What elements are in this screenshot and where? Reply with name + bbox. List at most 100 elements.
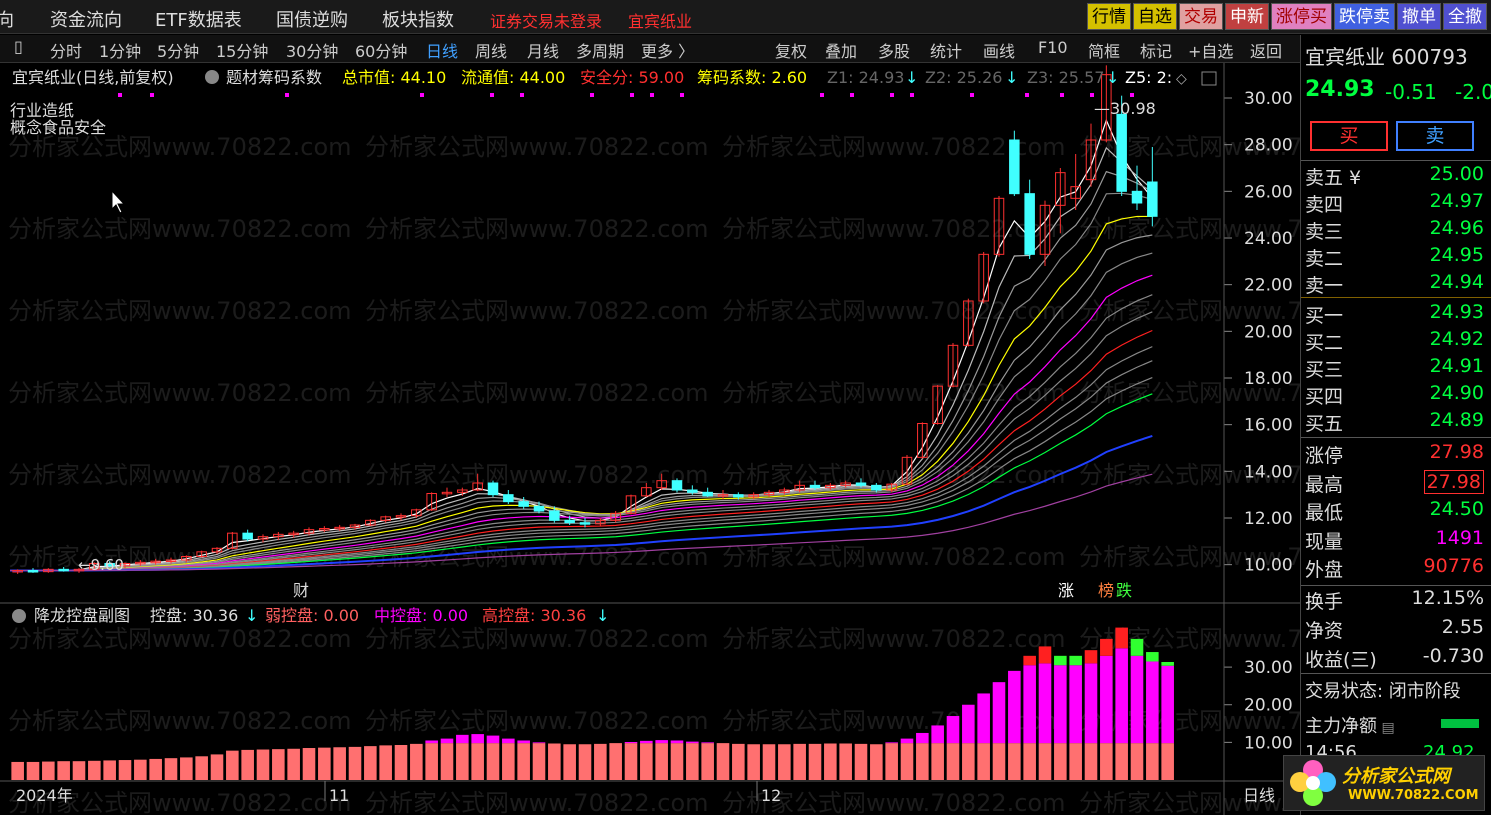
- top-button-6[interactable]: 撤单: [1397, 3, 1441, 30]
- layout-icon[interactable]: ▯: [14, 37, 23, 56]
- diamond-icon[interactable]: ◇: [1176, 71, 1187, 87]
- tool-mark[interactable]: 标记: [1140, 42, 1173, 61]
- ask-row-1-value: 24.97: [1429, 190, 1484, 212]
- candle-body: [411, 509, 422, 517]
- candle-body: [43, 568, 54, 573]
- header-dots: [118, 93, 1134, 97]
- period-tab-30min[interactable]: 30分钟: [286, 42, 339, 61]
- z3-value: Z3: 25.57: [1027, 68, 1104, 87]
- price-tick-label: 28.00: [1244, 136, 1293, 156]
- stat2-row-0: 换手 12.15%: [1305, 587, 1488, 614]
- limit-up-marker[interactable]: 涨: [1058, 581, 1074, 600]
- top-button-3[interactable]: 申新: [1225, 3, 1269, 30]
- ma-line: [10, 146, 1153, 572]
- candle-body: [380, 516, 391, 521]
- z2-arrow-icon: ↓: [1005, 68, 1018, 87]
- control-bar-base: [916, 743, 929, 780]
- tool-restore-rights[interactable]: 复权: [775, 42, 808, 61]
- candle-body: [671, 480, 683, 491]
- watermark-text: 分析家公式网www.70822.com: [1079, 789, 1300, 815]
- finance-marker[interactable]: 财: [293, 581, 309, 600]
- logo-url: WWW.70822.COM: [1348, 788, 1479, 803]
- sub-axis: 10.00 20.00 30.00: [1224, 658, 1293, 753]
- menu-item-sector-index[interactable]: 板块指数: [382, 10, 454, 31]
- control-bar-upper: [640, 740, 653, 744]
- bid-row-2-value: 24.91: [1429, 355, 1484, 377]
- tool-draw-line[interactable]: 画线: [983, 42, 1016, 61]
- maximize-icon[interactable]: [1201, 71, 1217, 86]
- period-tab-more[interactable]: 更多 〉: [641, 42, 695, 61]
- top-button-1[interactable]: 自选: [1133, 3, 1177, 30]
- menu-item-fund-flow[interactable]: 资金流向: [50, 10, 122, 31]
- period-tab-weekly[interactable]: 周线: [475, 42, 508, 61]
- top-button-7[interactable]: 全撤: [1443, 3, 1487, 30]
- period-tab-5min[interactable]: 5分钟: [157, 42, 200, 61]
- indicator-dropdown-icon[interactable]: [205, 70, 219, 84]
- candle-body: [273, 533, 284, 538]
- top-button-4[interactable]: 涨停买: [1271, 3, 1332, 30]
- ask-row-3: 卖二 24.95: [1305, 244, 1488, 271]
- top-button-5[interactable]: 跌停卖: [1334, 3, 1395, 30]
- tool-statistics[interactable]: 统计: [930, 42, 963, 61]
- candle-body: [73, 568, 85, 572]
- candle-body: [288, 532, 299, 536]
- quote-pct: -2.0: [1455, 80, 1491, 104]
- tool-simple-frame[interactable]: 简框: [1088, 42, 1121, 61]
- bid-row-2-label: 买三: [1305, 359, 1344, 381]
- control-bar-fall: [1069, 655, 1082, 666]
- panel-divider: [1301, 160, 1491, 161]
- price-tick-label: 10.00: [1244, 556, 1293, 576]
- period-tab-60min[interactable]: 60分钟: [355, 42, 408, 61]
- period-toolbar: ▯ 分时 1分钟 5分钟 15分钟 30分钟 60分钟 日线 周线 月线 多周期…: [0, 35, 1300, 63]
- header-dot: [850, 93, 854, 97]
- billboard-marker[interactable]: 榜: [1098, 581, 1114, 600]
- sell-button[interactable]: 卖: [1396, 121, 1474, 151]
- period-tab-monthly[interactable]: 月线: [527, 42, 560, 61]
- sub-indicator-dropdown-icon[interactable]: [12, 609, 26, 623]
- indicator-name[interactable]: 题材筹码系数: [226, 68, 322, 87]
- tool-add-watchlist[interactable]: +自选: [1188, 42, 1234, 61]
- menu-item-repo[interactable]: 国债逆购: [276, 10, 348, 31]
- period-tab-timeshare[interactable]: 分时: [50, 42, 83, 61]
- watermark-text: 分析家公式网www.70822.com: [8, 707, 352, 735]
- tool-back[interactable]: 返回: [1250, 42, 1283, 61]
- period-tab-multi[interactable]: 多周期: [576, 42, 625, 61]
- top-button-2[interactable]: 交易: [1179, 3, 1223, 30]
- menu-item-etf[interactable]: ETF数据表: [155, 10, 242, 31]
- watermark-text: 分析家公式网www.70822.com: [722, 379, 1066, 407]
- candle-body: [181, 556, 192, 561]
- candle-body: [242, 532, 253, 540]
- buy-button[interactable]: 买: [1310, 121, 1388, 151]
- candle-body: [135, 561, 146, 565]
- candle-body: [748, 494, 759, 498]
- stat2-row-1-value: 2.55: [1441, 616, 1484, 638]
- watermark-text: 分析家公式网www.70822.com: [722, 133, 1066, 161]
- login-warning[interactable]: 证券交易未登录: [490, 12, 603, 31]
- control-bar-base: [88, 760, 101, 780]
- control-bar-base: [578, 744, 592, 780]
- control-bar-base: [425, 743, 438, 780]
- control-bar-base: [180, 757, 193, 780]
- period-tab-15min[interactable]: 15分钟: [216, 42, 269, 61]
- tool-overlay[interactable]: 叠加: [825, 42, 858, 61]
- control-bar-base: [701, 743, 714, 780]
- period-tab-1min[interactable]: 1分钟: [99, 42, 142, 61]
- control-bar-base: [670, 743, 684, 780]
- tool-f10[interactable]: F10: [1038, 38, 1068, 57]
- limit-down-marker[interactable]: 跌: [1116, 581, 1132, 600]
- period-tab-daily[interactable]: 日线: [426, 42, 459, 61]
- control-bar-upper: [931, 725, 944, 744]
- control-bar-base: [287, 748, 300, 780]
- control-bar-base: [11, 761, 24, 780]
- top-button-0[interactable]: 行情: [1087, 3, 1131, 30]
- control-bar-base: [333, 747, 346, 780]
- control-bar-base: [348, 746, 362, 780]
- candle-body: [211, 547, 223, 553]
- control-bar-base: [1008, 743, 1021, 780]
- tool-multi-stock[interactable]: 多股: [878, 42, 911, 61]
- menu-item-flow[interactable]: 向: [0, 10, 14, 31]
- candle-body: [150, 560, 161, 564]
- sub-indicator-name[interactable]: 降龙控盘副图: [34, 606, 130, 625]
- kline-chart-area[interactable]: 分析家公式网www.70822.com 分析家公式网www.70822.com 分析…: [0, 63, 1300, 815]
- control-bar-base: [609, 743, 622, 780]
